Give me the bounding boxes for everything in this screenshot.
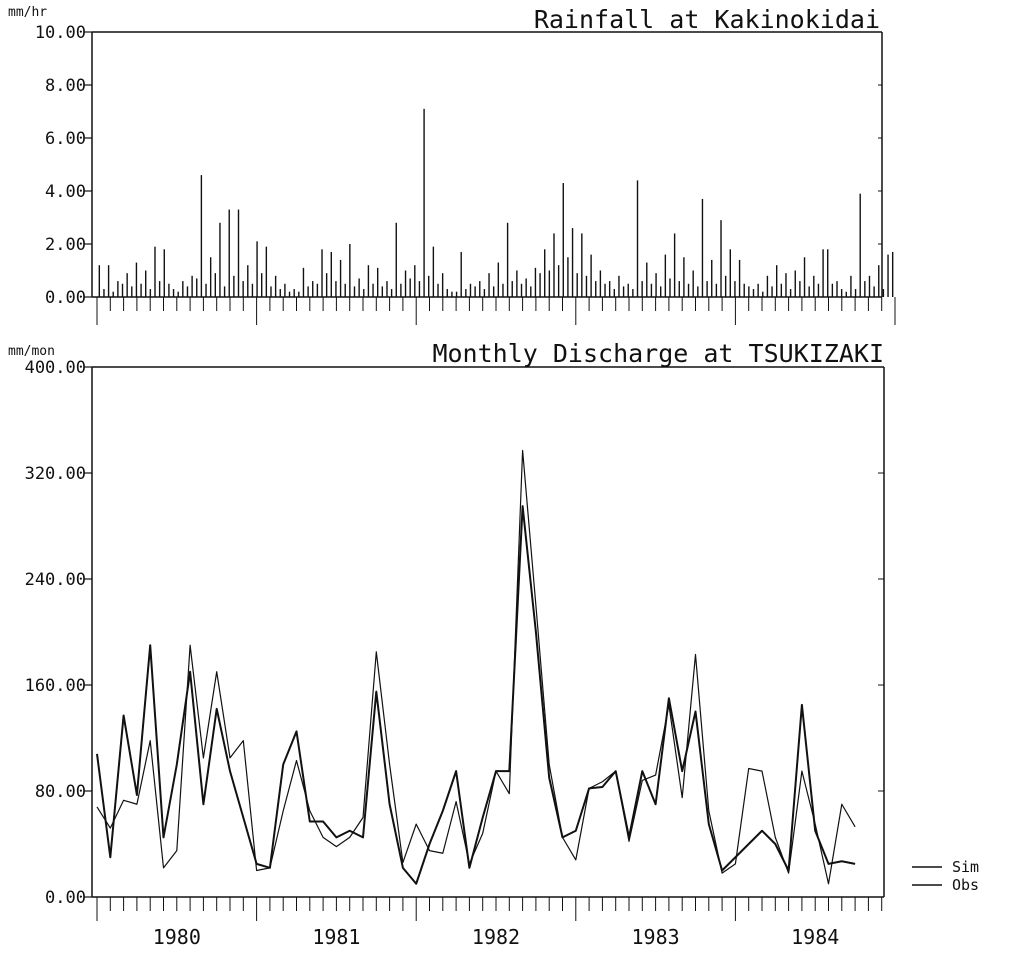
discharge-title: Monthly Discharge at TSUKIZAKI: [432, 339, 884, 368]
year-label: 1984: [791, 925, 839, 949]
rainfall-y-tick-label: 6.00: [45, 129, 86, 149]
rainfall-chart: mm/hr Rainfall at Kakinokidai 0.00 2.00 4.…: [8, 5, 896, 325]
rainfall-x-ticks: [96, 297, 896, 325]
year-label: 1982: [472, 925, 520, 949]
discharge-x-ticks: [96, 897, 883, 921]
discharge-series-lines: [96, 449, 856, 885]
discharge-y-tick-label: 320.00: [25, 464, 86, 484]
rainfall-y-tick-label: 0.00: [45, 288, 86, 308]
discharge-unit-label: mm/mon: [8, 344, 55, 359]
legend: Sim Obs: [912, 858, 979, 894]
discharge-year-labels: 1980 1981 1982 1983 1984: [153, 925, 840, 949]
legend-label-sim: Sim: [952, 858, 979, 876]
discharge-y-tick-label: 160.00: [25, 676, 86, 696]
rainfall-bars: [98, 108, 894, 297]
discharge-y-tick-label: 80.00: [35, 782, 86, 802]
rainfall-title: Rainfall at Kakinokidai: [534, 5, 880, 34]
rainfall-y-ticks: 0.00 2.00 4.00 6.00 8.00 10.00: [35, 23, 882, 308]
year-label: 1980: [153, 925, 201, 949]
discharge-y-ticks: 0.00 80.00 160.00 240.00 320.00 400.00: [25, 358, 884, 908]
rainfall-y-tick-label: 2.00: [45, 235, 86, 255]
rainfall-unit-label: mm/hr: [8, 5, 47, 20]
rainfall-y-tick-label: 4.00: [45, 182, 86, 202]
discharge-y-tick-label: 0.00: [45, 888, 86, 908]
series-line-sim: [96, 505, 856, 885]
discharge-y-tick-label: 400.00: [25, 358, 86, 378]
discharge-y-tick-label: 240.00: [25, 570, 86, 590]
rainfall-y-tick-label: 10.00: [35, 23, 86, 43]
rainfall-y-tick-label: 8.00: [45, 76, 86, 96]
legend-label-obs: Obs: [952, 876, 979, 894]
year-label: 1981: [312, 925, 360, 949]
discharge-chart: mm/mon Monthly Discharge at TSUKIZAKI 0.…: [8, 339, 885, 949]
year-label: 1983: [632, 925, 680, 949]
series-line-obs: [96, 449, 856, 885]
